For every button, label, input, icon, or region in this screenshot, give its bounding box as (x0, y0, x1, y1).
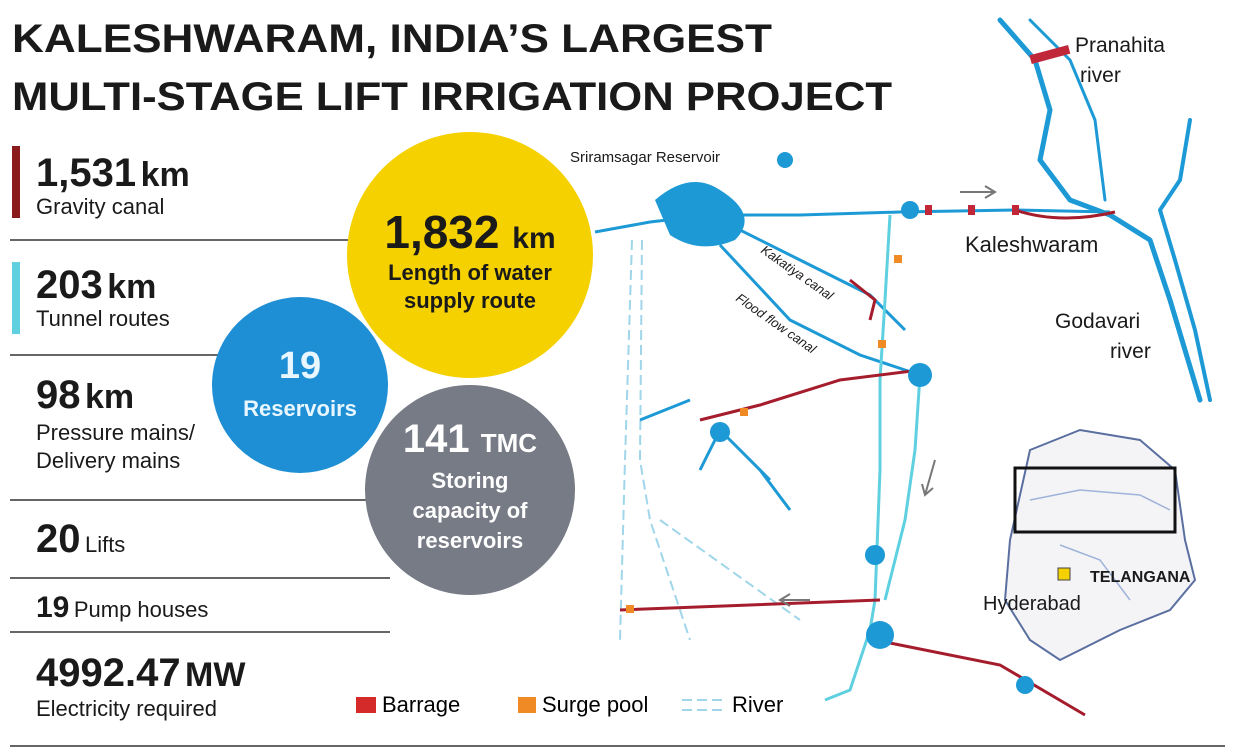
tunnel-route (824, 214, 892, 702)
barrage (968, 205, 975, 215)
map (594, 17, 1212, 717)
map-label: river (1080, 64, 1121, 87)
highlight-number: 141 (403, 417, 470, 461)
stat-number: 19 (36, 591, 69, 624)
legend-swatch (518, 697, 536, 713)
map-label: Sriramsagar Reservoir (570, 149, 720, 166)
map-label: Hyderabad (983, 593, 1081, 615)
kaleshwaram-link (1014, 208, 1116, 220)
highlight-value: 1,832 km (384, 206, 555, 258)
stat-value: 20 Lifts (36, 517, 125, 561)
inset-rivers (1029, 489, 1171, 601)
highlight-label: Storing (432, 468, 509, 493)
legend-swatch (682, 699, 722, 711)
stat-label: Pressure mains/ (36, 420, 196, 445)
stat-label: Electricity required (36, 696, 217, 721)
stat-value: 4992.47 MW (36, 651, 246, 695)
stat-value: 19 Pump houses (36, 591, 208, 624)
stat-value: 98 km (36, 373, 134, 417)
reservoir (901, 201, 919, 219)
kakatiya-canal (729, 223, 907, 332)
pressure-main (699, 368, 921, 422)
map-label: TELANGANA (1090, 569, 1191, 586)
stat-label: Gravity canal (36, 194, 164, 219)
gravity-canal-swatch (12, 146, 20, 218)
reservoir (865, 545, 885, 565)
legend-swatch (356, 697, 376, 713)
stat-label: Lifts (85, 532, 125, 557)
stat-unit: MW (185, 656, 246, 694)
highlight-circle (347, 132, 593, 378)
legend-label: Surge pool (542, 692, 648, 717)
title-line: MULTI-STAGE LIFT IRRIGATION PROJECT (12, 75, 892, 119)
reservoir (777, 152, 793, 168)
flow-arrows (778, 185, 997, 607)
map-label: Godavari (1055, 310, 1140, 333)
legend-label: Barrage (382, 692, 460, 717)
highlight-label: supply route (404, 288, 536, 313)
barrage (925, 205, 932, 215)
stat-number: 98 (36, 373, 81, 417)
stat-number: 4992.47 (36, 651, 181, 695)
inset-box (1013, 466, 1177, 534)
map-label: Pranahita (1075, 34, 1165, 57)
surge-pool (740, 408, 748, 416)
tunnel-swatch (12, 262, 20, 334)
stat-label: Tunnel routes (36, 306, 170, 331)
map-label: river (1110, 340, 1151, 363)
red-canal (849, 278, 877, 321)
pranahita-river (997, 17, 1203, 403)
stat-number: 203 (36, 263, 103, 307)
highlight-unit: km (512, 222, 555, 255)
highlight-value: 19 (279, 345, 321, 387)
hyderabad-marker (1057, 567, 1071, 581)
highlight-value: 141 TMC (403, 417, 537, 461)
pressure-main (619, 598, 1086, 717)
stat-label: Pump houses (74, 597, 209, 622)
barrage (1029, 44, 1071, 65)
highlight-label: Length of water (388, 260, 552, 285)
highlight-circle (365, 385, 575, 595)
stat-value: 1,531 km (36, 151, 190, 195)
surge-pool (626, 605, 634, 613)
legend: Barrage Surge pool River (356, 692, 783, 717)
stat-unit: km (141, 156, 190, 194)
highlight-number: 19 (279, 345, 321, 387)
map-label: Kaleshwaram (965, 232, 1098, 257)
reservoir (866, 621, 894, 649)
highlight-unit: TMC (481, 428, 538, 458)
stat-unit: km (85, 378, 134, 416)
surge-pool (894, 255, 902, 263)
title-line: KALESHWARAM, INDIA’S LARGEST (12, 17, 772, 61)
highlight-circle (212, 297, 388, 473)
highlight-label: reservoirs (417, 528, 523, 553)
tunnel-route (883, 374, 922, 601)
sriramsagar-reservoir (655, 182, 745, 247)
stat-number: 20 (36, 517, 81, 561)
highlight-number: 1,832 (384, 206, 499, 258)
flood-flow-canal (718, 243, 921, 377)
reservoir (908, 363, 932, 387)
canal (639, 398, 792, 511)
legend-label: River (732, 692, 783, 717)
reservoir (1016, 676, 1034, 694)
surge-pool (878, 340, 886, 348)
stat-number: 1,531 (36, 151, 136, 195)
stat-unit: km (107, 268, 156, 306)
stat-value: 203 km (36, 263, 156, 307)
barrage (1012, 205, 1019, 215)
river (1028, 18, 1107, 202)
highlight-label: capacity of (413, 498, 529, 523)
reservoir (710, 422, 730, 442)
stat-label: Delivery mains (36, 448, 180, 473)
godavari-river (1158, 118, 1212, 402)
highlight-label: Reservoirs (243, 396, 357, 421)
telangana-outline (1003, 428, 1197, 662)
